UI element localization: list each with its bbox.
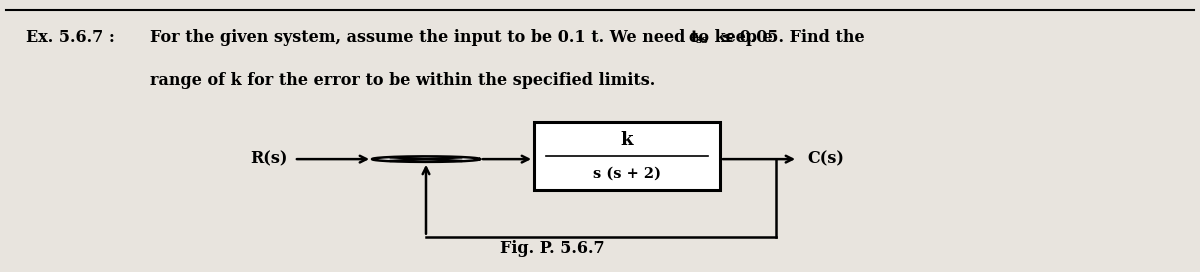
Polygon shape [372,156,480,162]
Text: ≤ 0.05. Find the: ≤ 0.05. Find the [714,29,864,45]
Text: Ex. 5.6.7 :: Ex. 5.6.7 : [26,29,115,45]
Text: For the given system, assume the input to be 0.1 t. We need to keep e: For the given system, assume the input t… [150,29,773,45]
Text: s (s + 2): s (s + 2) [593,167,661,181]
Text: range of k for the error to be within the specified limits.: range of k for the error to be within th… [150,72,655,89]
FancyBboxPatch shape [534,122,720,190]
Text: ss: ss [696,34,708,45]
Text: C(s): C(s) [808,151,845,168]
Text: e: e [689,29,698,45]
Text: k: k [620,131,634,149]
Text: R(s): R(s) [251,151,288,168]
Text: Fig. P. 5.6.7: Fig. P. 5.6.7 [499,240,605,257]
